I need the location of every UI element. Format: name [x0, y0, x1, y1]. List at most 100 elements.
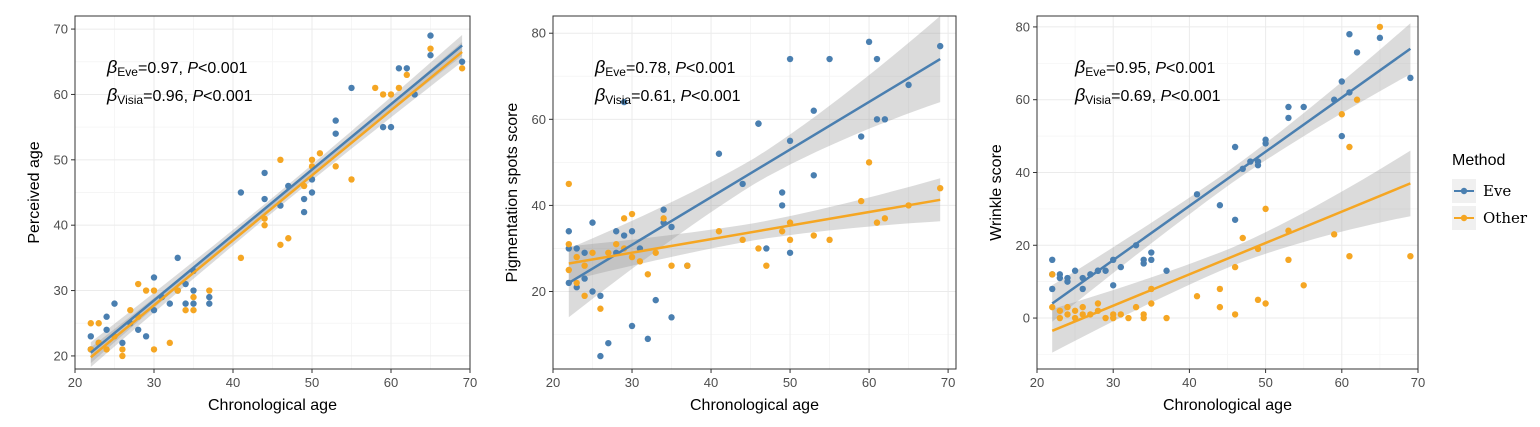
- data-point-eve: [1049, 256, 1056, 264]
- regression-annotation: βVisia=0.61, P<0.001: [594, 85, 741, 107]
- data-point-eve: [1254, 158, 1262, 165]
- data-point-eve: [332, 117, 339, 124]
- data-point-eve: [206, 293, 213, 301]
- data-point-other: [206, 287, 213, 294]
- data-point-eve: [1285, 114, 1292, 122]
- data-point-eve: [755, 120, 762, 127]
- data-point-eve: [1056, 271, 1064, 278]
- data-point-eve: [348, 84, 355, 92]
- data-point-other: [1262, 300, 1269, 307]
- data-point-eve: [605, 339, 612, 347]
- data-point-other: [652, 249, 659, 256]
- data-point-eve: [1148, 256, 1155, 264]
- data-point-other: [628, 253, 636, 261]
- data-point-eve: [1262, 136, 1269, 143]
- data-point-other: [668, 262, 675, 269]
- data-point-other: [660, 215, 667, 222]
- panel-pigmentation-spots: 20 30 40 50 60 70 20 40 60 80 Chronological age Pig…: [504, 15, 957, 414]
- x-tick-label: 70: [463, 375, 477, 390]
- data-point-eve: [589, 219, 596, 226]
- x-tick-label: 30: [147, 375, 161, 390]
- x-tick-label: 20: [546, 375, 560, 390]
- y-tick-label: 40: [532, 198, 546, 213]
- data-point-eve: [644, 335, 652, 343]
- y-tick-label: 40: [1016, 165, 1030, 180]
- data-point-other: [1064, 303, 1071, 311]
- data-point-eve: [190, 287, 197, 294]
- data-point-eve: [427, 52, 434, 59]
- data-point-eve: [778, 202, 786, 209]
- data-point-eve: [237, 189, 245, 196]
- data-point-other: [1049, 303, 1056, 311]
- data-point-eve: [810, 107, 817, 114]
- legend-key-other: [1452, 206, 1476, 230]
- data-point-other: [684, 262, 691, 269]
- data-point-eve: [881, 116, 889, 123]
- data-point-other: [103, 346, 110, 353]
- data-point-eve: [936, 42, 944, 50]
- y-tick-label: 60: [532, 112, 546, 127]
- data-point-other: [1300, 282, 1307, 289]
- data-point-other: [150, 346, 158, 353]
- data-point-other: [1049, 271, 1056, 278]
- data-point-eve: [87, 333, 95, 340]
- data-point-eve: [119, 339, 126, 347]
- data-point-other: [810, 232, 817, 239]
- data-point-eve: [715, 150, 723, 157]
- data-point-other: [644, 271, 652, 278]
- data-point-other: [936, 184, 944, 192]
- data-point-other: [565, 180, 573, 188]
- data-point-other: [308, 156, 316, 164]
- data-point-eve: [150, 274, 158, 281]
- data-point-eve: [628, 228, 636, 235]
- data-point-eve: [1346, 30, 1353, 38]
- data-point-other: [1163, 314, 1170, 322]
- data-point-other: [1193, 293, 1201, 300]
- x-tick-label: 60: [1335, 375, 1349, 390]
- data-point-eve: [308, 189, 316, 196]
- data-point-eve: [458, 58, 466, 65]
- data-point-eve: [332, 130, 339, 137]
- x-tick-label: 40: [704, 375, 718, 390]
- data-point-other: [1071, 307, 1079, 314]
- data-point-eve: [1231, 216, 1239, 223]
- data-point-eve: [739, 180, 746, 188]
- legend: Method Eve Other: [1452, 152, 1528, 230]
- data-point-eve: [873, 116, 881, 123]
- data-point-eve: [1140, 260, 1147, 267]
- data-point-eve: [1148, 249, 1155, 256]
- legend-label-eve: Eve: [1483, 182, 1511, 200]
- regression-line-eve: [1051, 47, 1412, 305]
- y-tick-label: 80: [1016, 19, 1030, 34]
- data-point-eve: [1163, 267, 1170, 274]
- data-point-eve: [387, 123, 395, 131]
- data-point-eve: [103, 313, 110, 320]
- data-point-eve: [668, 314, 675, 321]
- data-point-other: [142, 287, 150, 294]
- x-axis-title: Chronological age: [208, 397, 337, 414]
- data-point-other: [1231, 263, 1239, 271]
- data-point-other: [1239, 234, 1246, 242]
- data-point-eve: [763, 245, 770, 252]
- data-point-other: [1338, 111, 1346, 118]
- data-point-other: [1407, 252, 1414, 260]
- data-point-other: [1110, 314, 1117, 322]
- data-point-eve: [810, 172, 817, 179]
- data-point-other: [348, 176, 355, 183]
- data-point-other: [1132, 303, 1140, 311]
- regression-line-other: [90, 50, 463, 359]
- data-point-other: [379, 91, 387, 98]
- regression-line-other: [568, 198, 941, 265]
- y-tick-label: 40: [54, 218, 68, 233]
- data-point-other: [1056, 314, 1064, 322]
- y-tick-label: 30: [54, 283, 68, 298]
- data-point-other: [786, 236, 794, 244]
- y-tick-label: 20: [532, 284, 546, 299]
- y-tick-label: 60: [1016, 92, 1030, 107]
- data-point-other: [628, 210, 636, 218]
- data-point-eve: [1079, 285, 1086, 293]
- y-axis-title: Wrinkle score: [988, 144, 1005, 241]
- data-point-eve: [826, 55, 833, 63]
- data-point-other: [119, 346, 126, 353]
